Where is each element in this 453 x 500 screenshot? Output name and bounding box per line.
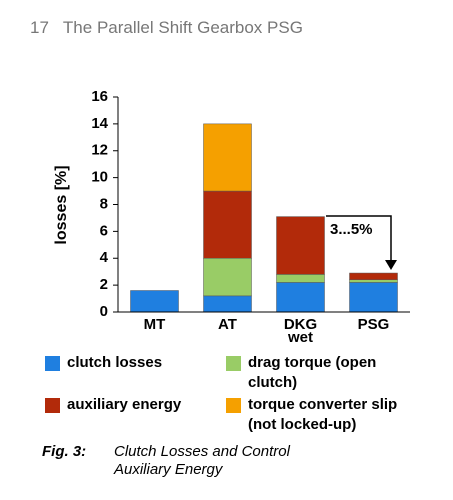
y-tick-label: 4 <box>100 249 109 266</box>
bar-segment <box>203 123 252 192</box>
bar-segment <box>203 295 252 313</box>
arrow-head <box>385 260 397 270</box>
y-tick-label: 12 <box>91 142 108 159</box>
bar-segment <box>203 190 252 259</box>
y-tick-label: 16 <box>91 88 108 105</box>
bar-segment <box>349 272 398 280</box>
caption-text: Clutch Losses and Control Auxiliary Ener… <box>114 443 290 478</box>
legend-swatch <box>226 398 241 413</box>
page-number: 17 <box>30 18 49 37</box>
annotation: 3...5% <box>330 221 373 238</box>
bar-segment <box>276 216 325 275</box>
bar-segment <box>349 279 398 283</box>
caption-label: Fig. 3: <box>42 443 87 460</box>
bar-segment <box>276 274 325 283</box>
y-tick-label: 14 <box>91 115 108 132</box>
x-tick-label: PSG <box>357 316 390 333</box>
header-title: The Parallel Shift Gearbox PSG <box>62 18 303 37</box>
legend-swatch <box>45 356 60 371</box>
header: 17 The Parallel Shift Gearbox PSG <box>30 18 317 38</box>
y-tick-label: 8 <box>100 195 108 212</box>
x-tick-label: AT <box>218 316 237 333</box>
bar-segment <box>130 290 179 313</box>
legend-label: torque converter slip (not locked-up) <box>248 396 398 433</box>
y-tick-label: 10 <box>91 169 108 186</box>
x-tick-label: MT <box>143 316 166 333</box>
x-tick-label: DKG wet <box>283 316 318 346</box>
legend-swatch <box>45 398 60 413</box>
bar-segment <box>349 282 398 313</box>
bar-segment <box>276 282 325 313</box>
y-axis-label: losses [%] <box>53 165 70 244</box>
legend-label: drag torque (open clutch) <box>248 354 377 391</box>
legend-label: clutch losses <box>67 354 163 371</box>
chart: losses [%] 3...5% 0 2 4 6 8 10 12 14 16 <box>53 88 410 320</box>
y-tick-label: 0 <box>100 303 108 320</box>
legend-swatch <box>226 356 241 371</box>
y-tick-label: 2 <box>100 276 108 293</box>
legend-label: auxiliary energy <box>67 396 182 413</box>
y-tick-label: 6 <box>100 222 108 239</box>
annotation-arrow <box>326 215 392 262</box>
bar-segment <box>203 258 252 297</box>
